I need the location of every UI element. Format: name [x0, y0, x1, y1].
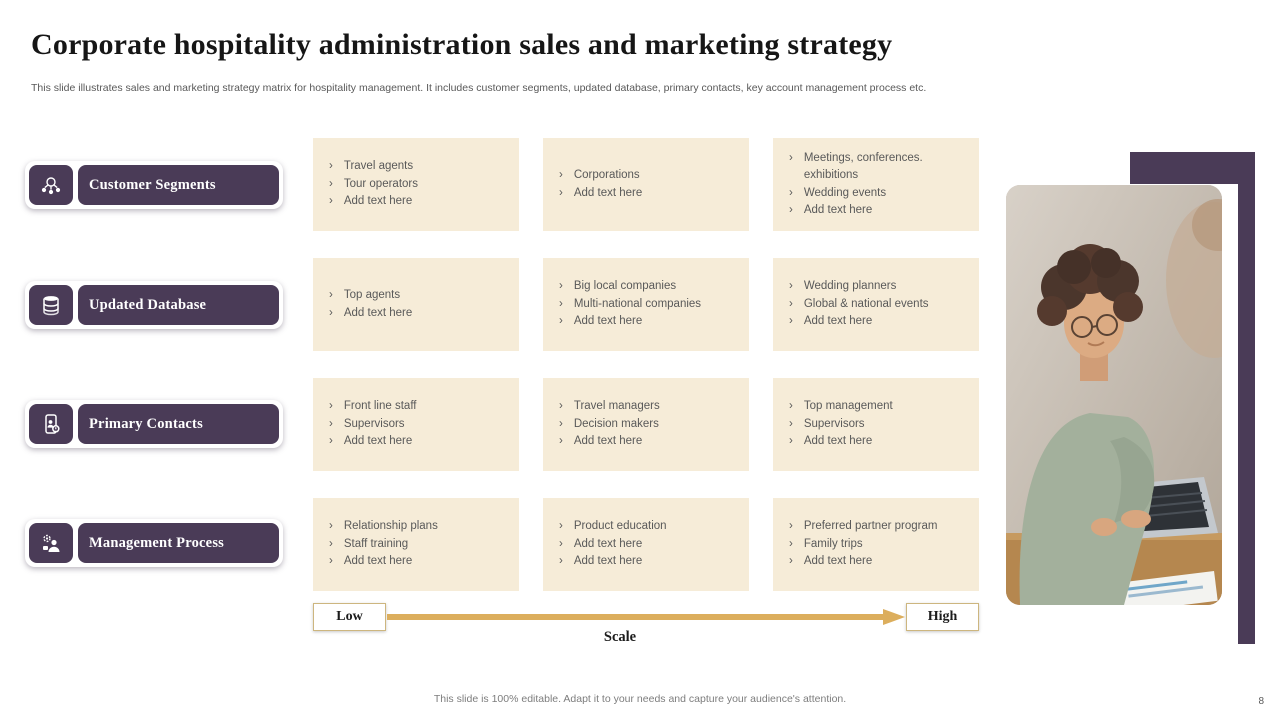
bullet-item: Family trips — [789, 536, 963, 554]
bullet-item: Tour operators — [329, 176, 503, 194]
photo-woman-laptop — [1006, 185, 1222, 605]
bullet-item: Supervisors — [329, 416, 503, 434]
bullet-item: Add text here — [559, 553, 733, 571]
bullet-item: Add text here — [789, 553, 963, 571]
bullet-item: Top agents — [329, 287, 503, 305]
bullet-item: Preferred partner program — [789, 518, 963, 536]
bullet-item: Add text here — [789, 202, 963, 220]
matrix-cell-r1c2: Corporations Add text here — [543, 138, 749, 231]
bullet-list: Travel managers Decision makers Add text… — [559, 398, 733, 451]
accent-bar-top — [1130, 152, 1255, 184]
matrix-cell-r4c1: Relationship plans Staff training Add te… — [313, 498, 519, 591]
bullet-item: Travel managers — [559, 398, 733, 416]
scale-high-label: High — [906, 603, 979, 631]
bullet-item: Add text here — [559, 433, 733, 451]
bullet-item: Supervisors — [789, 416, 963, 434]
bullet-list: Product education Add text here Add text… — [559, 518, 733, 571]
matrix-cell-r4c2: Product education Add text here Add text… — [543, 498, 749, 591]
bullet-item: Top management — [789, 398, 963, 416]
person-gear-icon — [29, 523, 73, 563]
bullet-item: Product education — [559, 518, 733, 536]
matrix-cell-r3c3: Top management Supervisors Add text here — [773, 378, 979, 471]
bullet-item: Wedding planners — [789, 278, 963, 296]
accent-bar-right — [1238, 152, 1255, 644]
matrix-cell-r1c1: Travel agents Tour operators Add text he… — [313, 138, 519, 231]
row-label-management-process: Management Process — [25, 519, 283, 567]
matrix-cell-r2c3: Wedding planners Global & national event… — [773, 258, 979, 351]
row-label-primary-contacts: Primary Contacts — [25, 400, 283, 448]
row-label-text: Customer Segments — [78, 165, 279, 205]
scale-low-label: Low — [313, 603, 386, 631]
people-network-icon — [29, 165, 73, 205]
bullet-item: Global & national events — [789, 296, 963, 314]
row-label-text: Updated Database — [78, 285, 279, 325]
phone-contact-icon — [29, 404, 73, 444]
bullet-item: Big local companies — [559, 278, 733, 296]
bullet-item: Decision makers — [559, 416, 733, 434]
page-title: Corporate hospitality administration sal… — [31, 28, 893, 61]
matrix-cell-r3c1: Front line staff Supervisors Add text he… — [313, 378, 519, 471]
bullet-item: Relationship plans — [329, 518, 503, 536]
row-label-updated-database: Updated Database — [25, 281, 283, 329]
bullet-item: Wedding events — [789, 185, 963, 203]
row-label-text: Management Process — [78, 523, 279, 563]
bullet-item: Travel agents — [329, 158, 503, 176]
bullet-item: Add text here — [789, 313, 963, 331]
bullet-list: Front line staff Supervisors Add text he… — [329, 398, 503, 451]
scale-arrow — [387, 609, 905, 625]
bullet-list: Meetings, conferences. exhibitions Weddi… — [789, 150, 963, 220]
bullet-item: Add text here — [789, 433, 963, 451]
bullet-item: Add text here — [559, 185, 733, 203]
bullet-list: Relationship plans Staff training Add te… — [329, 518, 503, 571]
bullet-list: Corporations Add text here — [559, 167, 733, 202]
page-subtitle: This slide illustrates sales and marketi… — [31, 82, 927, 94]
matrix-cell-r1c3: Meetings, conferences. exhibitions Weddi… — [773, 138, 979, 231]
bullet-item: Multi-national companies — [559, 296, 733, 314]
row-label-text: Primary Contacts — [78, 404, 279, 444]
bullet-item: Corporations — [559, 167, 733, 185]
matrix-cell-r2c1: Top agents Add text here — [313, 258, 519, 351]
matrix-cell-r4c3: Preferred partner program Family trips A… — [773, 498, 979, 591]
bullet-list: Travel agents Tour operators Add text he… — [329, 158, 503, 211]
bullet-list: Wedding planners Global & national event… — [789, 278, 963, 331]
bullet-list: Top agents Add text here — [329, 287, 503, 322]
row-label-customer-segments: Customer Segments — [25, 161, 283, 209]
bullet-list: Preferred partner program Family trips A… — [789, 518, 963, 571]
photo-illustration — [1006, 185, 1222, 605]
matrix-cell-r2c2: Big local companies Multi-national compa… — [543, 258, 749, 351]
bullet-item: Add text here — [329, 305, 503, 323]
bullet-item: Add text here — [559, 313, 733, 331]
bullet-item: Add text here — [329, 193, 503, 211]
database-icon — [29, 285, 73, 325]
matrix-cell-r3c2: Travel managers Decision makers Add text… — [543, 378, 749, 471]
bullet-list: Big local companies Multi-national compa… — [559, 278, 733, 331]
bullet-item: Add text here — [329, 433, 503, 451]
bullet-item: Meetings, conferences. exhibitions — [789, 150, 963, 185]
bullet-item: Staff training — [329, 536, 503, 554]
bullet-item: Front line staff — [329, 398, 503, 416]
page-number: 8 — [1258, 696, 1264, 707]
bullet-list: Top management Supervisors Add text here — [789, 398, 963, 451]
strategy-matrix: Travel agents Tour operators Add text he… — [313, 138, 979, 591]
footer-note: This slide is 100% editable. Adapt it to… — [433, 693, 847, 705]
scale-caption: Scale — [603, 629, 637, 645]
bullet-item: Add text here — [559, 536, 733, 554]
bullet-item: Add text here — [329, 553, 503, 571]
